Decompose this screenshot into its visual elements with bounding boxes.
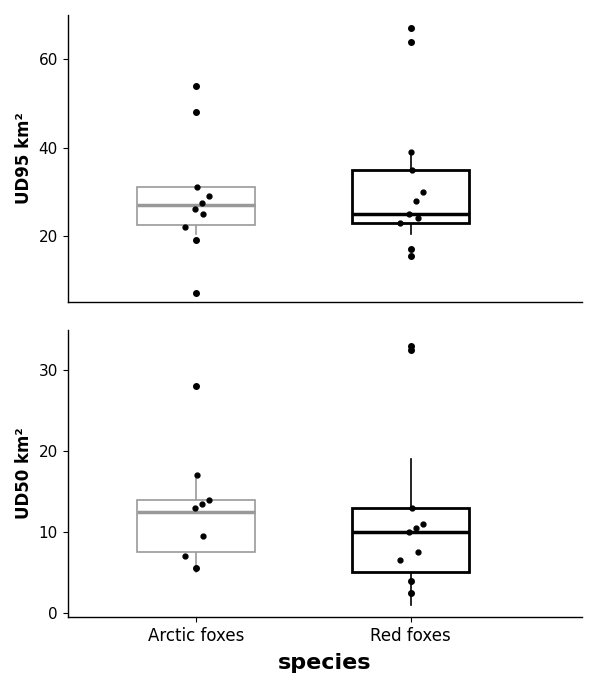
Bar — [137, 187, 255, 225]
Bar — [352, 508, 469, 572]
Bar — [352, 169, 469, 223]
X-axis label: species: species — [278, 653, 371, 673]
Bar — [137, 499, 255, 552]
Y-axis label: UD95 km²: UD95 km² — [15, 113, 33, 204]
Y-axis label: UD50 km²: UD50 km² — [15, 427, 33, 519]
